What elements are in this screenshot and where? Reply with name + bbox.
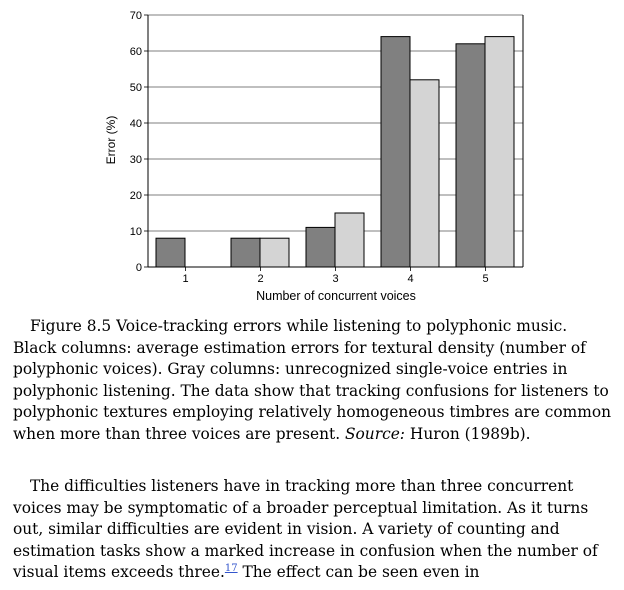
y-tick-label: 50 — [130, 82, 142, 94]
caption-text: Figure 8.5 Voice-tracking errors while l… — [13, 317, 612, 443]
bar-2-series-1 — [230, 237, 261, 268]
bar-1-series-1 — [155, 237, 186, 268]
y-axis-label: Error (%) — [104, 116, 118, 165]
x-tick-label: 3 — [332, 273, 338, 285]
bar-4-series-2 — [409, 79, 440, 268]
y-tick-label: 40 — [130, 118, 142, 130]
y-tick-label: 70 — [130, 10, 142, 22]
caption-source-ref: Huron (1989b). — [405, 424, 531, 443]
tick-labels: 0 10 20 30 40 50 60 70 1 2 3 4 5 — [130, 10, 489, 285]
gridlines — [148, 14, 523, 232]
body-text-after: The effect can be seen even in — [237, 563, 480, 581]
x-tick-label: 2 — [257, 273, 263, 285]
caption-source-label: Source: — [345, 424, 405, 443]
body-paragraph: The difficulties listeners have in track… — [13, 476, 613, 584]
y-tick-label: 60 — [130, 46, 142, 58]
y-tick-label: 0 — [136, 262, 142, 274]
bar-3-series-2 — [334, 212, 365, 268]
bar-3-series-1 — [305, 226, 336, 268]
y-tick-label: 30 — [130, 154, 142, 166]
bar-4-series-1 — [380, 36, 411, 268]
bar-2-series-2 — [259, 237, 290, 268]
figure-caption: Figure 8.5 Voice-tracking errors while l… — [13, 316, 613, 445]
bars — [155, 36, 515, 268]
footnote-link[interactable]: 17 — [224, 562, 238, 574]
x-tick-label: 4 — [407, 273, 413, 285]
y-tick-label: 10 — [130, 226, 142, 238]
body-text-before: The difficulties listeners have in track… — [13, 477, 598, 581]
x-tick-label: 1 — [182, 273, 188, 285]
bar-5-series-1 — [455, 43, 486, 268]
bar-5-series-2 — [484, 36, 515, 268]
axes — [144, 14, 524, 271]
x-tick-label: 5 — [482, 273, 488, 285]
y-tick-label: 20 — [130, 190, 142, 202]
bar-chart: 0 10 20 30 40 50 60 70 1 2 3 4 5 Error (%) Number of… — [104, 10, 524, 303]
x-axis-label: Number of concurrent voices — [256, 289, 416, 303]
